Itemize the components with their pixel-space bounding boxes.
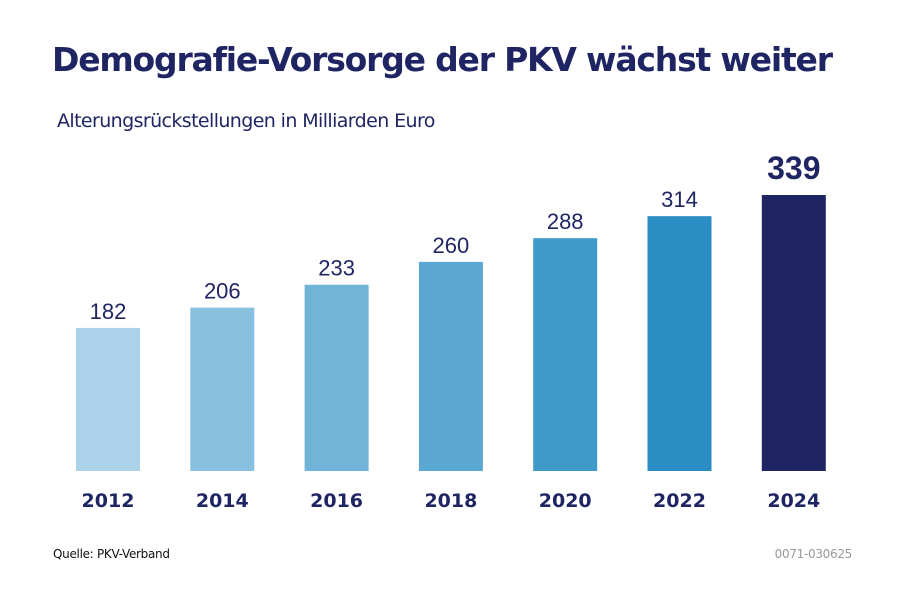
bar-2024 [761, 195, 826, 471]
data-label-2020: 288 [547, 209, 584, 234]
x-tick-label-2024: 2024 [767, 490, 820, 512]
data-label-2018: 260 [433, 233, 470, 258]
bar-2020 [533, 238, 598, 471]
bar-2016 [304, 284, 369, 471]
data-label-2012: 182 [90, 299, 127, 324]
data-label-2014: 206 [204, 279, 241, 304]
data-label-2016: 233 [318, 256, 355, 281]
data-label-2024: 339 [767, 150, 820, 186]
source-note: Quelle: PKV-Verband [53, 547, 170, 561]
x-tick-label-2012: 2012 [82, 490, 135, 512]
data-label-2022: 314 [661, 187, 698, 212]
bar-2012 [76, 327, 140, 471]
x-tick-label-2020: 2020 [539, 490, 592, 512]
x-tick-label-2022: 2022 [653, 490, 706, 512]
chart-subtitle: Alterungsrückstellungen in Milliarden Eu… [57, 110, 435, 132]
chart-title: Demografie-Vorsorge der PKV wächst weite… [52, 40, 833, 79]
bar-2014 [190, 307, 255, 471]
x-tick-label-2018: 2018 [424, 490, 477, 512]
bar-2022 [647, 216, 712, 471]
x-tick-label-2014: 2014 [196, 490, 249, 512]
x-tick-label-2016: 2016 [310, 490, 363, 512]
bar-2018 [418, 261, 483, 471]
chart-id-code: 0071-030625 [774, 547, 853, 561]
